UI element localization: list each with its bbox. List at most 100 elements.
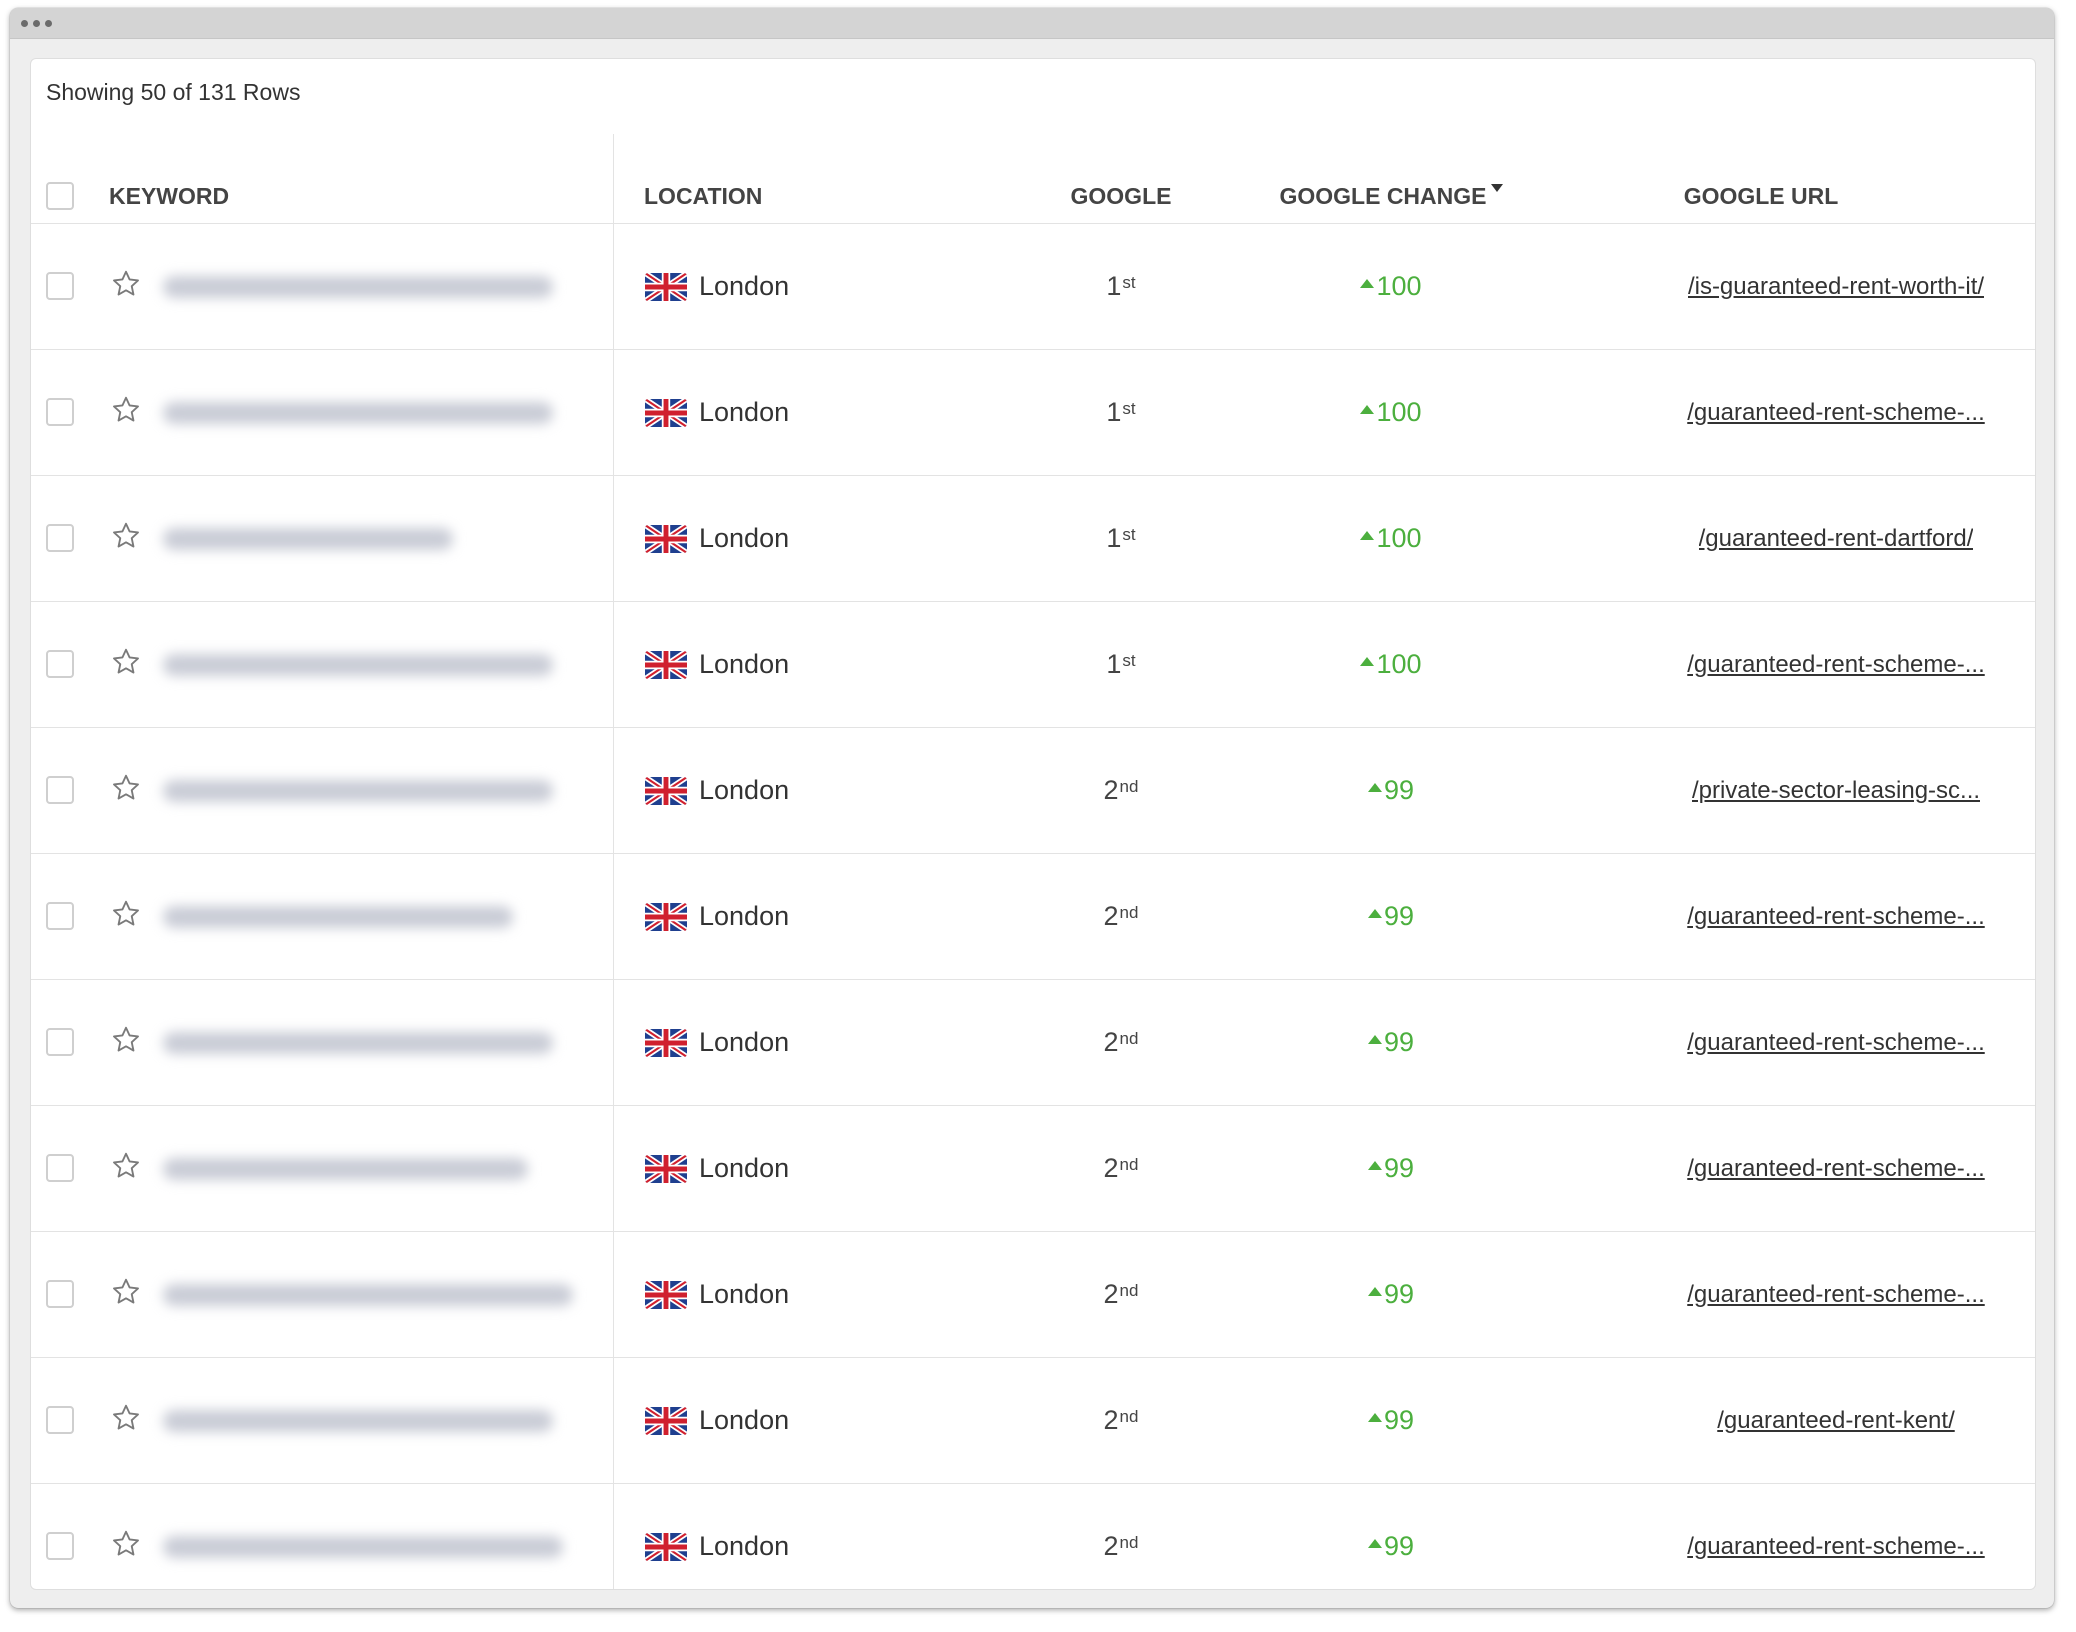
google-change-cell: 99 [1261, 728, 1521, 853]
google-url-link[interactable]: /guaranteed-rent-dartford/ [1698, 524, 1974, 552]
row-checkbox[interactable] [46, 272, 74, 300]
google-url-cell: /guaranteed-rent-scheme-... [1651, 1484, 2021, 1589]
google-url-link[interactable]: /guaranteed-rent-scheme-... [1687, 1532, 1985, 1560]
google-url-link[interactable]: /guaranteed-rent-scheme-... [1687, 1028, 1985, 1056]
row-checkbox[interactable] [46, 650, 74, 678]
rank-value: 2 [1103, 1531, 1119, 1561]
header-keyword-label: KEYWORD [109, 182, 230, 209]
star-icon[interactable] [110, 1528, 142, 1560]
google-url-link[interactable]: /is-guaranteed-rent-worth-it/ [1687, 272, 1985, 300]
rank-value: 1 [1106, 397, 1122, 427]
row-checkbox[interactable] [46, 398, 74, 426]
google-url-link[interactable]: /guaranteed-rent-scheme-... [1687, 650, 1985, 678]
change-value: 99 [1383, 1531, 1415, 1561]
google-change-cell: 100 [1261, 476, 1521, 601]
location-cell: London [645, 1232, 789, 1357]
google-url-link[interactable]: /guaranteed-rent-kent/ [1717, 1406, 1955, 1434]
change-value: 100 [1376, 649, 1422, 679]
location-cell: London [645, 476, 789, 601]
row-checkbox[interactable] [46, 902, 74, 930]
app-window: Showing 50 of 131 Rows KEYWORD LOCATION … [10, 8, 2054, 1608]
star-icon[interactable] [110, 520, 142, 552]
row-checkbox[interactable] [46, 1028, 74, 1056]
google-change-cell: 100 [1261, 224, 1521, 349]
change-value: 99 [1383, 1153, 1415, 1183]
rank-value: 1 [1106, 271, 1122, 301]
row-checkbox[interactable] [46, 776, 74, 804]
star-icon[interactable] [110, 1276, 142, 1308]
keyword-redacted [163, 528, 453, 550]
google-url-cell: /guaranteed-rent-scheme-... [1651, 980, 2021, 1105]
arrow-up-icon [1360, 279, 1375, 288]
header-location[interactable]: LOCATION [644, 169, 762, 223]
rank-suffix: st [1122, 272, 1136, 292]
rank-value: 2 [1103, 901, 1119, 931]
google-url-link[interactable]: /guaranteed-rent-scheme-... [1687, 1280, 1985, 1308]
arrow-up-icon [1360, 531, 1375, 540]
header-google-url-label: GOOGLE URL [1683, 182, 1839, 209]
keyword-redacted [163, 906, 513, 928]
keyword-redacted [163, 654, 553, 676]
row-checkbox[interactable] [46, 524, 74, 552]
google-change-cell: 99 [1261, 854, 1521, 979]
star-icon[interactable] [110, 1150, 142, 1182]
change-value: 99 [1383, 1279, 1415, 1309]
change-value: 100 [1376, 397, 1422, 427]
header-google[interactable]: GOOGLE [1046, 169, 1196, 223]
star-icon[interactable] [110, 268, 142, 300]
star-icon[interactable] [110, 646, 142, 678]
google-url-link[interactable]: /guaranteed-rent-scheme-... [1687, 902, 1985, 930]
google-url-link[interactable]: /guaranteed-rent-scheme-... [1687, 398, 1985, 426]
change-value: 99 [1383, 1405, 1415, 1435]
star-icon[interactable] [110, 898, 142, 930]
change-value: 100 [1376, 271, 1422, 301]
google-url-cell: /guaranteed-rent-scheme-... [1651, 854, 2021, 979]
google-url-cell: /guaranteed-rent-kent/ [1651, 1358, 2021, 1483]
google-url-link[interactable]: /private-sector-leasing-sc... [1691, 776, 1981, 804]
column-divider [613, 134, 614, 1589]
row-checkbox[interactable] [46, 1280, 74, 1308]
row-checkbox[interactable] [46, 1406, 74, 1434]
title-bar [10, 8, 2054, 39]
google-url-cell: /guaranteed-rent-scheme-... [1651, 1232, 2021, 1357]
location-label: London [699, 775, 790, 805]
keyword-redacted [163, 402, 553, 424]
location-label: London [699, 1279, 790, 1309]
change-value: 99 [1383, 901, 1415, 931]
keyword-redacted [163, 1410, 553, 1432]
star-icon[interactable] [110, 1402, 142, 1434]
keyword-redacted [163, 780, 553, 802]
header-google-change-label: GOOGLE CHANGE [1279, 182, 1487, 209]
arrow-up-icon [1367, 1161, 1382, 1170]
location-cell: London [645, 1358, 789, 1483]
star-icon[interactable] [110, 394, 142, 426]
google-url-link[interactable]: /guaranteed-rent-scheme-... [1687, 1154, 1985, 1182]
google-url-cell: /guaranteed-rent-dartford/ [1651, 476, 2021, 601]
select-all-checkbox[interactable] [46, 182, 74, 210]
uk-flag-icon [645, 1406, 687, 1435]
location-cell: London [645, 980, 789, 1105]
header-keyword[interactable]: KEYWORD [109, 169, 229, 223]
location-label: London [699, 397, 790, 427]
arrow-up-icon [1360, 657, 1375, 666]
rank-suffix: nd [1119, 1406, 1139, 1426]
row-checkbox[interactable] [46, 1154, 74, 1182]
header-location-label: LOCATION [644, 182, 763, 209]
row-count-label: Showing 50 of 131 Rows [46, 79, 301, 105]
caret-down-icon [1490, 184, 1503, 192]
star-icon[interactable] [110, 1024, 142, 1056]
row-checkbox[interactable] [46, 1532, 74, 1560]
location-cell: London [645, 602, 789, 727]
star-icon[interactable] [110, 772, 142, 804]
header-google-change[interactable]: GOOGLE CHANGE [1261, 169, 1521, 223]
header-google-url[interactable]: GOOGLE URL [1551, 169, 1971, 223]
rankings-table-panel: Showing 50 of 131 Rows KEYWORD LOCATION … [30, 58, 2036, 1590]
